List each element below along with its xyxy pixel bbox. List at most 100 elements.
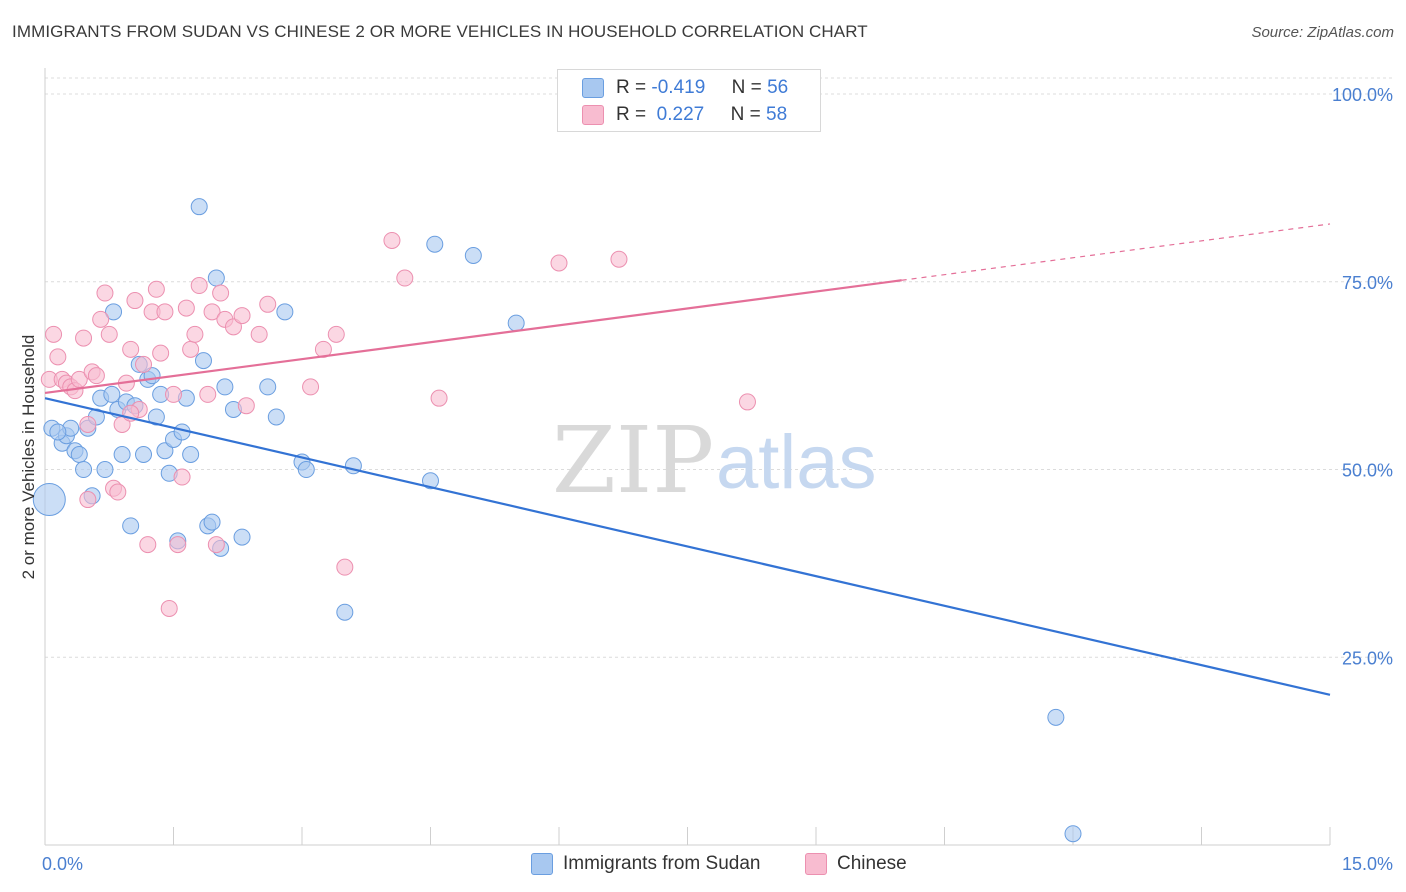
chinese-point: [327, 325, 345, 343]
sudan-point: [233, 528, 251, 546]
chinese-point: [92, 310, 110, 328]
chinese-point: [396, 269, 414, 287]
watermark-atlas: atlas: [716, 420, 877, 505]
sudan-point: [156, 442, 174, 460]
chinese-point: [250, 325, 268, 343]
chinese-point: [237, 397, 255, 415]
sudan-point: [103, 385, 121, 403]
bottom-legend-label-chinese: Chinese: [837, 853, 907, 874]
trend-lines: [44, 223, 1331, 696]
sudan-point: [464, 246, 482, 264]
sudan-point: [336, 603, 354, 621]
sudan-point: [190, 198, 208, 216]
chinese-point: [212, 284, 230, 302]
sudan-point: [259, 378, 277, 396]
tick-labels: 25.0% 50.0% 75.0% 100.0% 0.0% 15.0%: [42, 85, 1393, 874]
sudan-point: [75, 461, 93, 479]
chinese-point: [75, 329, 93, 347]
chinese-point: [186, 325, 204, 343]
chinese-point: [203, 303, 221, 321]
sudan-point: [105, 303, 123, 321]
sudan-point: [113, 446, 131, 463]
legend-r-label: R =: [616, 104, 647, 125]
y-axis-title: 2 or more Vehicles in Household: [19, 335, 38, 580]
bottom-legend-swatch-sudan: [531, 853, 553, 875]
chart-title: IMMIGRANTS FROM SUDAN VS CHINESE 2 OR MO…: [12, 22, 868, 41]
chinese-point: [233, 307, 251, 325]
legend-r-value: -0.419: [651, 77, 706, 98]
chinese-point: [182, 340, 200, 358]
chinese-point: [336, 558, 354, 576]
chinese-points: [40, 231, 756, 617]
source-label: Source: ZipAtlas.com: [1251, 24, 1394, 41]
chinese-point: [173, 468, 191, 486]
sudan-point: [207, 269, 225, 287]
chinese-point: [49, 348, 67, 366]
legend-n-value: 56: [767, 77, 789, 98]
chinese-point: [610, 250, 628, 268]
chinese-point: [383, 231, 401, 249]
correlation-legend: R = -0.419 N = 56 R = 0.227 N = 58: [557, 69, 821, 132]
watermark: ZIP atlas: [552, 407, 877, 514]
sudan-point: [49, 423, 67, 441]
chinese-point: [224, 318, 242, 336]
chinese-point: [79, 491, 97, 509]
y-tick-label: 75.0%: [1342, 273, 1393, 293]
chinese-trend-line: [44, 279, 902, 395]
chinese-point: [156, 303, 174, 321]
sudan-point: [267, 408, 285, 426]
sudan-point: [422, 472, 439, 490]
y-tick-label: 100.0%: [1332, 85, 1393, 105]
sudan-points: [32, 198, 1082, 843]
chinese-point: [87, 367, 105, 385]
legend-swatch-sudan: [582, 78, 604, 98]
sudan-point: [96, 461, 114, 479]
bottom-legend-label-sudan: Immigrants from Sudan: [563, 853, 761, 874]
x-tick-label: 0.0%: [42, 854, 83, 874]
chinese-trend-extension: [901, 223, 1331, 281]
sudan-trend-line: [44, 397, 1331, 696]
chinese-point: [135, 355, 153, 373]
legend-swatch-chinese: [582, 105, 604, 125]
chinese-point: [96, 284, 114, 302]
chinese-point: [139, 536, 157, 554]
sudan-point: [216, 378, 234, 396]
chinese-point: [302, 378, 320, 396]
chinese-point: [177, 299, 195, 317]
chinese-point: [147, 280, 165, 298]
axes: [44, 68, 1331, 846]
grid-lines: [45, 77, 1392, 658]
y-tick-label: 25.0%: [1342, 648, 1393, 668]
legend-n-value: 58: [766, 104, 788, 125]
legend-n-label: N =: [731, 77, 762, 98]
chinese-point: [45, 325, 63, 343]
chinese-point: [100, 325, 118, 343]
sudan-point: [70, 446, 88, 463]
chinese-point: [122, 340, 140, 358]
sudan-point: [1064, 825, 1082, 843]
sudan-point: [1047, 708, 1065, 726]
chinese-point: [109, 483, 127, 501]
chinese-point: [152, 344, 170, 362]
sudan-point: [426, 235, 444, 253]
chinese-point: [169, 536, 187, 554]
legend-n-label: N =: [730, 104, 761, 125]
sudan-point: [182, 446, 200, 463]
chinese-point: [165, 385, 182, 403]
legend-r-label: R =: [616, 77, 647, 98]
sudan-point: [276, 303, 294, 321]
chinese-point: [160, 599, 178, 617]
chinese-point: [207, 536, 225, 554]
sudan-point: [203, 513, 221, 531]
y-tick-label: 50.0%: [1342, 461, 1393, 481]
sudan-point: [135, 446, 153, 463]
legend-r-value: 0.227: [651, 104, 705, 125]
x-tick-label: 15.0%: [1342, 854, 1393, 874]
chinese-point: [126, 292, 144, 310]
sudan-point: [507, 314, 525, 332]
chinese-point: [430, 389, 448, 407]
watermark-zip: ZIP: [552, 407, 714, 514]
sudan-point: [194, 352, 212, 370]
sudan-point: [122, 517, 140, 535]
chinese-point: [550, 254, 568, 272]
